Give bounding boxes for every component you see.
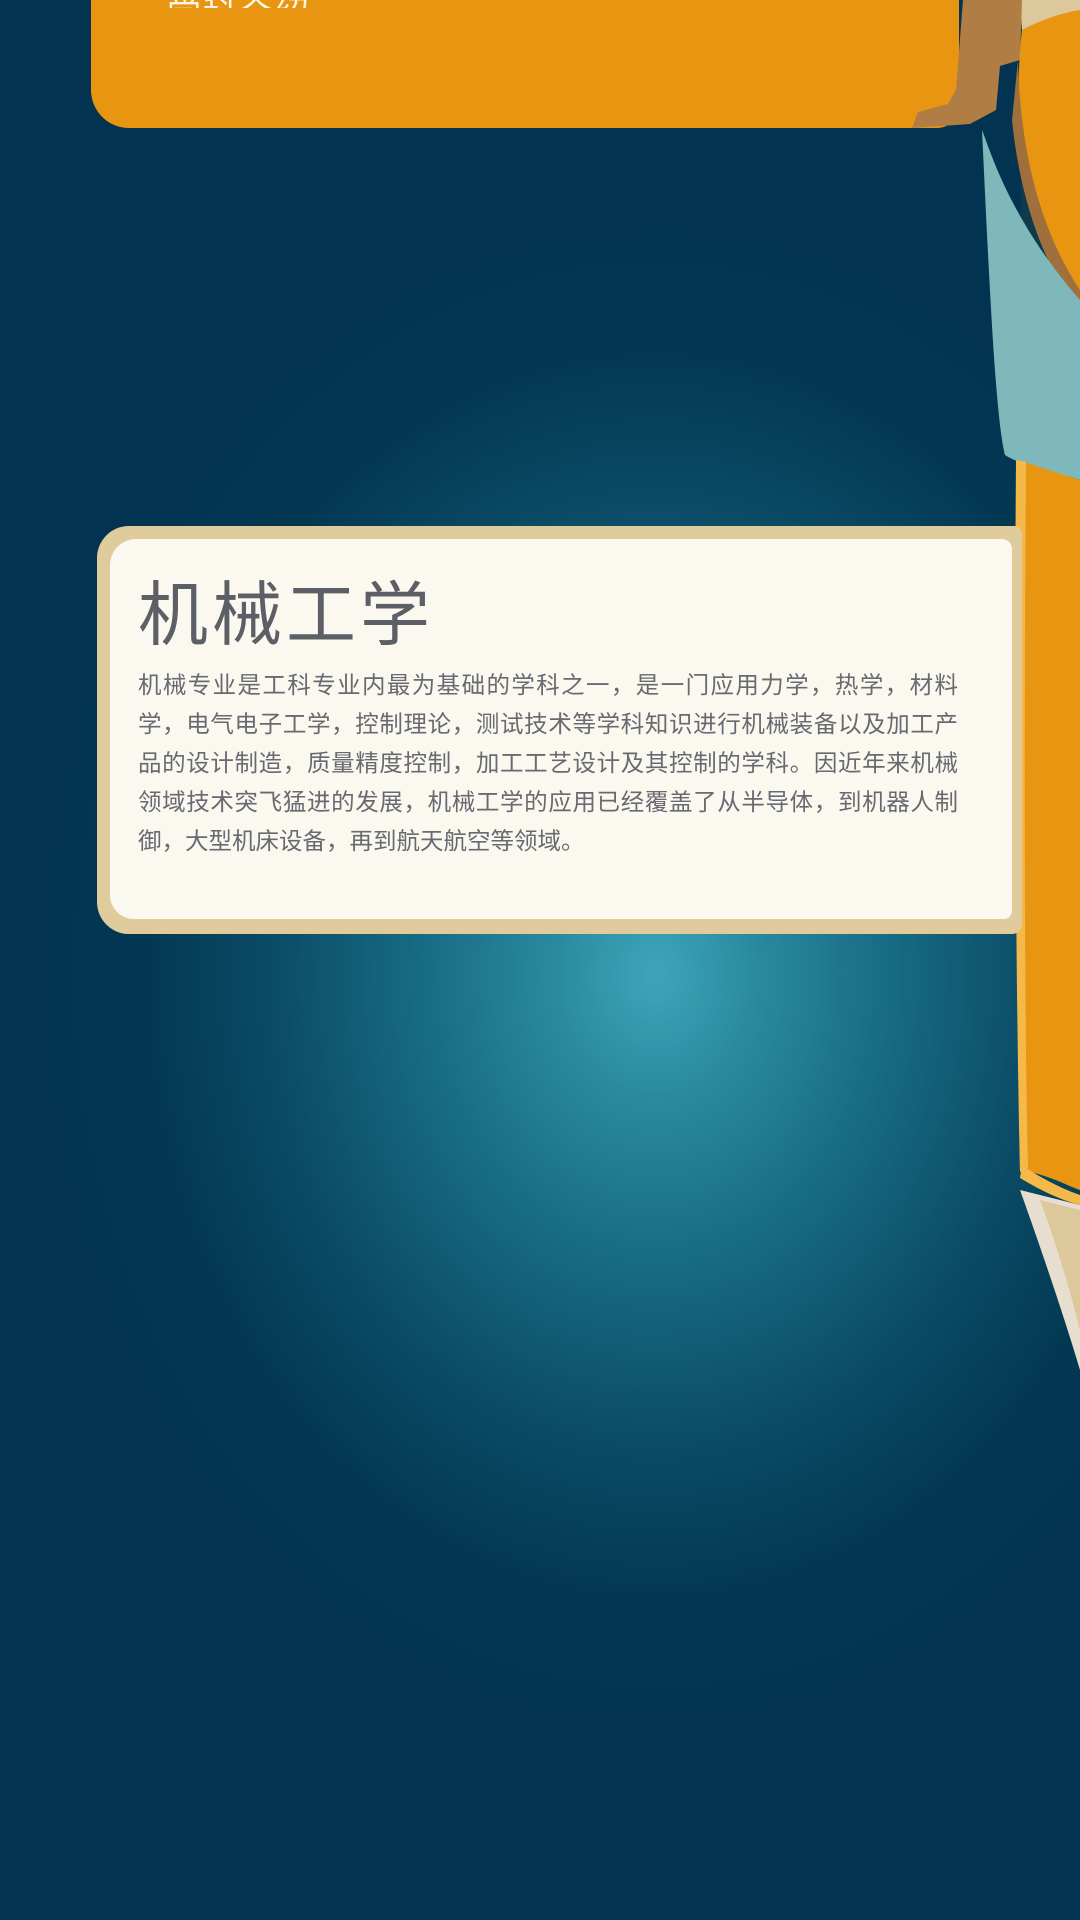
top-banner: 学科介绍 (91, 0, 959, 128)
card-description: 机械专业是工科专业内最为基础的学科之一，是一门应用力学，热学，材料学，电气电子工… (138, 671, 958, 855)
top-banner-text: 学科介绍 (167, 0, 311, 8)
info-card (110, 539, 1012, 919)
card-title: 机械工学 (138, 574, 434, 656)
